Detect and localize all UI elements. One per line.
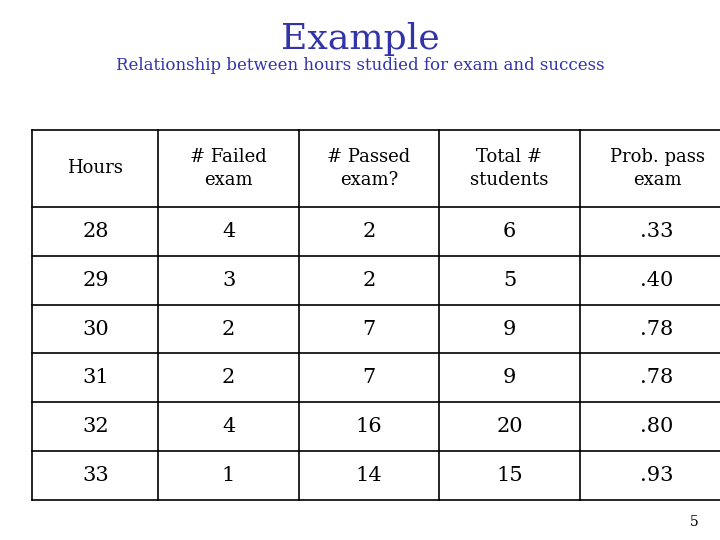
Text: 28: 28 <box>82 222 109 241</box>
Text: Example: Example <box>281 22 439 56</box>
Text: 6: 6 <box>503 222 516 241</box>
Text: 2: 2 <box>222 368 235 387</box>
Text: .93: .93 <box>640 465 674 484</box>
Text: 1: 1 <box>222 465 235 484</box>
Text: 33: 33 <box>82 465 109 484</box>
Text: 2: 2 <box>362 271 376 290</box>
Text: .78: .78 <box>640 320 674 339</box>
Text: 29: 29 <box>82 271 109 290</box>
Text: Hours: Hours <box>68 159 123 178</box>
Text: 4: 4 <box>222 417 235 436</box>
Text: .78: .78 <box>640 368 674 387</box>
Text: 16: 16 <box>356 417 382 436</box>
Text: 31: 31 <box>82 368 109 387</box>
Text: Relationship between hours studied for exam and success: Relationship between hours studied for e… <box>116 57 604 73</box>
Text: 5: 5 <box>690 515 698 529</box>
Text: .40: .40 <box>640 271 674 290</box>
Text: 9: 9 <box>503 320 516 339</box>
Text: # Passed
exam?: # Passed exam? <box>328 147 410 189</box>
Text: 32: 32 <box>82 417 109 436</box>
Text: 2: 2 <box>222 320 235 339</box>
Text: Prob. pass
exam: Prob. pass exam <box>610 147 704 189</box>
Text: 14: 14 <box>356 465 382 484</box>
Text: 20: 20 <box>496 417 523 436</box>
Text: 7: 7 <box>362 368 376 387</box>
Text: 2: 2 <box>362 222 376 241</box>
Text: .33: .33 <box>640 222 674 241</box>
Text: 5: 5 <box>503 271 516 290</box>
Text: 4: 4 <box>222 222 235 241</box>
Text: Total #
students: Total # students <box>470 147 549 189</box>
Text: 30: 30 <box>82 320 109 339</box>
Text: 15: 15 <box>496 465 523 484</box>
Text: # Failed
exam: # Failed exam <box>190 147 267 189</box>
Text: .80: .80 <box>640 417 674 436</box>
Text: 9: 9 <box>503 368 516 387</box>
Text: 7: 7 <box>362 320 376 339</box>
Text: 3: 3 <box>222 271 235 290</box>
